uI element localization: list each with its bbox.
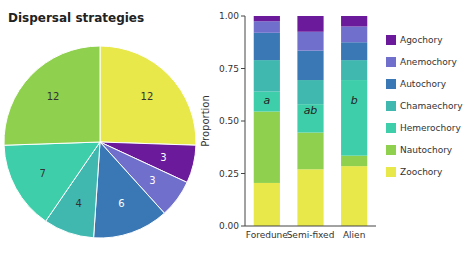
annotation: b: [351, 94, 358, 107]
pie-data-label: 12: [141, 91, 154, 102]
legend-label: Chamaechory: [400, 101, 463, 111]
pie-slice: [100, 46, 196, 145]
y-tick: [241, 226, 245, 227]
bar-segment: [297, 80, 323, 104]
bar-segment: [254, 183, 280, 226]
pie-data-label: 4: [75, 198, 81, 209]
annotation: a: [263, 94, 270, 107]
legend-label: Agochory: [400, 35, 443, 45]
bar-segment: [254, 16, 280, 21]
legend-label: Nautochory: [400, 145, 453, 155]
bar-segment: [341, 80, 367, 156]
legend-swatch: [386, 79, 396, 89]
y-tick: [241, 121, 245, 122]
legend-swatch: [386, 123, 396, 133]
legend-swatch: [386, 35, 396, 45]
pie-title: Dispersal strategies: [8, 11, 144, 25]
y-axis: [245, 16, 246, 226]
legend: Agochory Anemochory Autochory Chamaechory He…: [386, 35, 463, 177]
bar-segment: [297, 51, 323, 80]
annotation: ab: [304, 104, 318, 117]
bar-segment: [341, 156, 367, 167]
y-tick: [241, 16, 245, 17]
bar-segment: [341, 16, 367, 27]
pie-slice: [94, 142, 165, 238]
pie-data-label: 6: [118, 198, 124, 209]
legend-label: Hemerochory: [400, 123, 461, 133]
pie-data-label: 3: [149, 175, 155, 186]
y-tick-label: 0.25: [219, 169, 239, 179]
x-tick-label: Foredune: [246, 230, 289, 240]
bar-segment: [297, 133, 323, 170]
pie-data-label: 7: [40, 168, 46, 179]
pie-slices: [4, 46, 196, 238]
pie-slice: [4, 46, 100, 145]
bar-segment: [297, 16, 323, 32]
x-axis: [245, 226, 376, 227]
y-axis-label: Proportion: [200, 95, 211, 147]
y-tick-label: 0.75: [219, 64, 239, 74]
legend-label: Anemochory: [400, 57, 458, 67]
pie-data-label: 3: [160, 152, 166, 163]
y-tick-label: 1.00: [219, 11, 239, 21]
bar-segment: [297, 104, 323, 132]
legend-swatch: [386, 145, 396, 155]
bar-segment: [254, 112, 280, 183]
pie-slice: [4, 142, 100, 221]
bar-segment: [341, 166, 367, 226]
legend-swatch: [386, 167, 396, 177]
bar-segment: [254, 33, 280, 60]
legend-swatch: [386, 101, 396, 111]
bar-segment: [297, 169, 323, 226]
legend-swatch: [386, 57, 396, 67]
bar-segment: [254, 92, 280, 112]
pie-data-label: 12: [47, 91, 60, 102]
legend-label: Zoochory: [400, 167, 443, 177]
x-tick-label: Semi-fixed: [287, 230, 335, 240]
legend-label: Autochory: [400, 79, 447, 89]
bar-segment: [254, 60, 280, 92]
y-tick-label: 0.50: [219, 116, 239, 126]
bar-segment: [254, 21, 280, 33]
chart-root: Dispersal strategies 12 3 3 6 4 7 12 0.00 0.25 0.5…: [0, 0, 474, 259]
bars: [254, 16, 368, 226]
bar-segment: [341, 27, 367, 43]
y-tick-label: 0.00: [219, 221, 239, 231]
y-tick: [241, 173, 245, 174]
x-tick-label: Alien: [343, 230, 365, 240]
bar-segment: [341, 42, 367, 60]
bar-segment: [341, 60, 367, 80]
bar-segment: [297, 32, 323, 51]
y-tick: [241, 68, 245, 69]
